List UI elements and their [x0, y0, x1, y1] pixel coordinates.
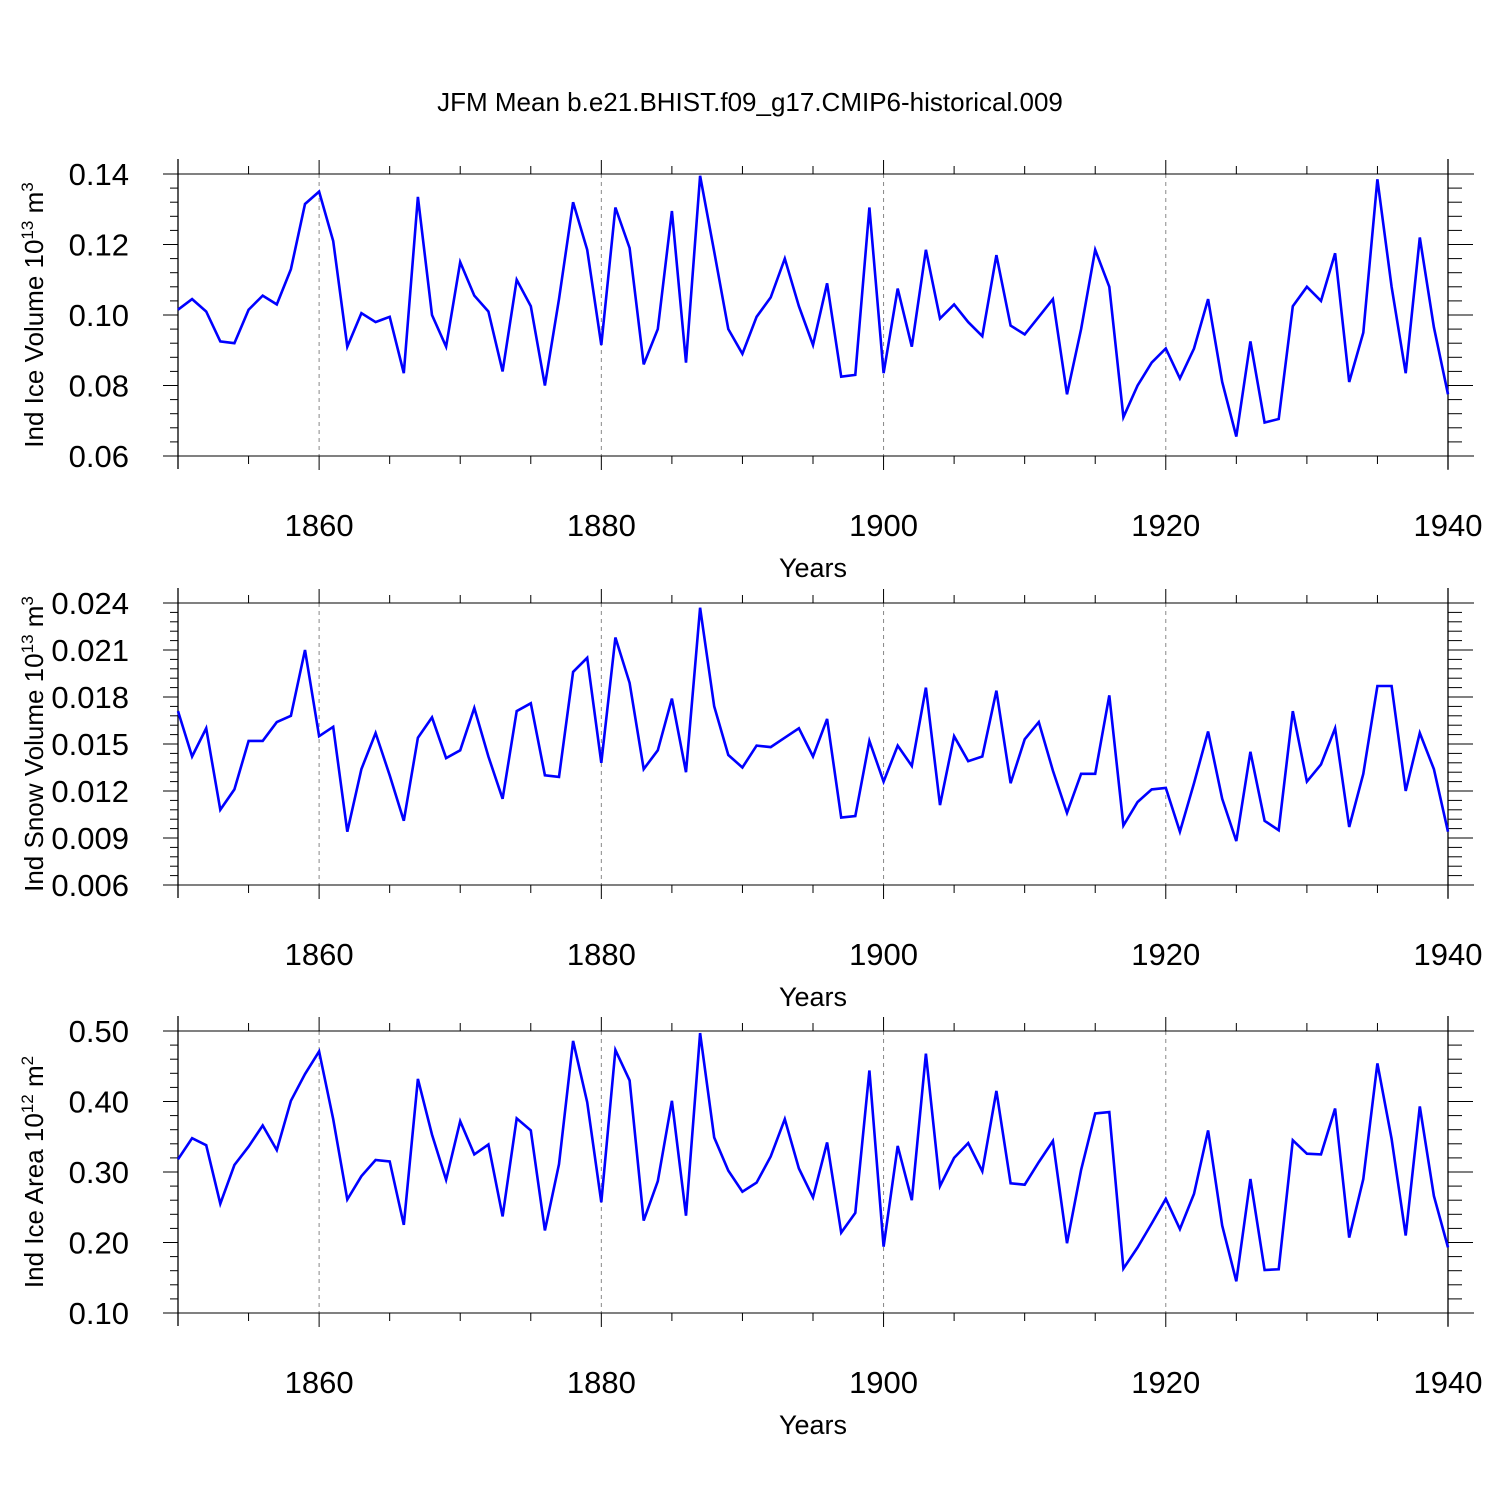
panel-2: 0.006 0.009 0.012 0.015 0.018 0.021 0.024 1860 1…	[18, 586, 1482, 1012]
figure-title: JFM Mean b.e21.BHIST.f09_g17.CMIP6-histo…	[437, 87, 1063, 117]
y-tick-label: 0.10	[69, 298, 129, 333]
y-tick-label: 0.10	[69, 1296, 129, 1331]
x-tick-label: 1880	[567, 1365, 636, 1400]
x-tick-label: 1900	[849, 937, 918, 972]
y-tick-label: 0.20	[69, 1226, 129, 1261]
x-tick-label: 1940	[1414, 508, 1483, 543]
series-line	[177, 175, 1450, 437]
x-tick-label: 1940	[1414, 937, 1483, 972]
x-tick-label: 1900	[849, 508, 918, 543]
y-tick-label: 0.12	[69, 228, 129, 263]
y-tick-label: 0.021	[51, 633, 129, 668]
x-axis-title: Years	[779, 553, 847, 583]
series-line	[176, 1032, 1450, 1282]
y-tick-label: 0.40	[69, 1085, 129, 1120]
y-tick-label: 0.012	[51, 774, 129, 809]
y-tick-label: 0.08	[69, 369, 129, 404]
x-tick-label: 1880	[567, 508, 636, 543]
x-tick-label: 1900	[849, 1365, 918, 1400]
y-tick-label: 0.024	[51, 586, 129, 621]
panels: 0.06 0.08 0.10 0.12 0.14 1860 1880 1900 1920 1940…	[18, 157, 1482, 1440]
y-axis-title: Ind Ice Area 1012 m2	[18, 1056, 49, 1288]
series-line	[176, 607, 1450, 842]
x-tick-label: 1860	[285, 508, 354, 543]
panel-1: 0.06 0.08 0.10 0.12 0.14 1860 1880 1900 1920 1940…	[18, 157, 1482, 583]
y-tick-label: 0.06	[69, 439, 129, 474]
x-tick-label: 1920	[1131, 1365, 1200, 1400]
y-tick-label: 0.009	[51, 821, 129, 856]
y-tick-label: 0.14	[69, 157, 129, 192]
x-tick-label: 1920	[1131, 508, 1200, 543]
y-tick-label: 0.50	[69, 1014, 129, 1049]
x-tick-label: 1860	[285, 937, 354, 972]
y-tick-label: 0.018	[51, 680, 129, 715]
y-tick-label: 0.006	[51, 868, 129, 903]
x-tick-label: 1880	[567, 937, 636, 972]
y-tick-label: 0.30	[69, 1155, 129, 1190]
x-axis-title: Years	[779, 982, 847, 1012]
y-tick-label: 0.015	[51, 727, 129, 762]
x-tick-label: 1920	[1131, 937, 1200, 972]
x-tick-label: 1940	[1414, 1365, 1483, 1400]
panel-3: 0.10 0.20 0.30 0.40 0.50 1860 1880 1900 1920 1940…	[18, 1014, 1482, 1440]
y-axis-title: Ind Ice Volume 1013 m3	[18, 182, 49, 447]
y-axis-title: Ind Snow Volume 1013 m3	[18, 596, 49, 892]
x-tick-label: 1860	[285, 1365, 354, 1400]
x-axis-title: Years	[779, 1410, 847, 1440]
